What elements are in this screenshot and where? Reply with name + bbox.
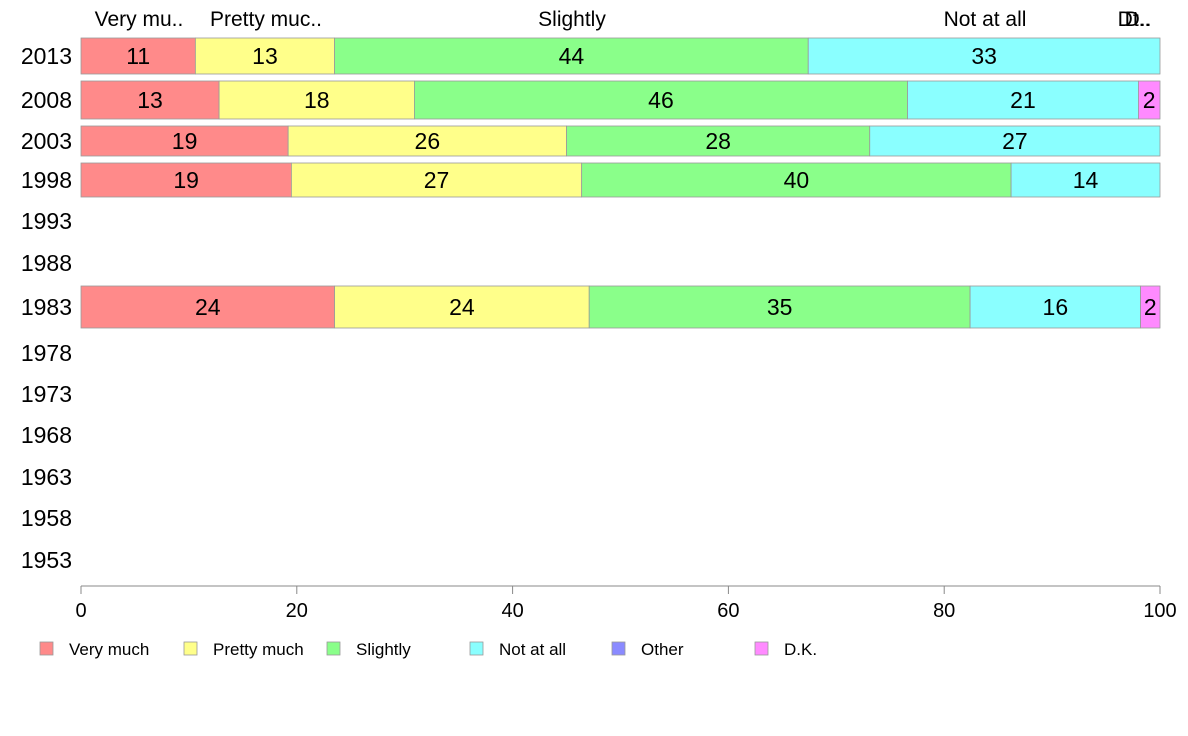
x-tick-label: 20 <box>286 600 308 622</box>
bar-value-label: 11 <box>126 43 150 69</box>
bar-1983-d-k- <box>1140 285 1161 329</box>
bar-value-label: 18 <box>304 87 330 113</box>
year-label-2013: 2013 <box>21 43 72 69</box>
bar-2003-slightly <box>566 125 871 157</box>
bar-value-label: 27 <box>424 167 450 193</box>
legend-label-0: Very much <box>69 640 149 659</box>
bar-value-label: 26 <box>415 128 441 154</box>
bar-value-label: 24 <box>449 294 475 320</box>
bar-value-label: 21 <box>1010 87 1036 113</box>
legend-swatch-5 <box>754 641 769 656</box>
year-label-1953: 1953 <box>21 547 72 573</box>
bar-value-label: 19 <box>173 167 199 193</box>
top-label-1: Pretty muc.. <box>210 8 322 31</box>
year-label-2008: 2008 <box>21 87 72 113</box>
top-label-5: D.. <box>1125 8 1152 31</box>
x-tick-label: 100 <box>1143 600 1176 622</box>
bar-value-label: 40 <box>784 167 810 193</box>
year-label-1958: 1958 <box>21 505 72 531</box>
top-category-labels: Very mu.. Pretty muc.. Slightly Not at all D… <box>95 8 1152 31</box>
year-label-1998: 1998 <box>21 167 72 193</box>
year-label-1968: 1968 <box>21 422 72 448</box>
bar-1998-not-at-all <box>1010 162 1161 198</box>
bar-value-label: 13 <box>252 43 278 69</box>
top-label-3: Not at all <box>944 8 1027 31</box>
x-tick-label: 60 <box>717 600 739 622</box>
bar-2008-slightly <box>414 80 908 120</box>
bar-value-label: 33 <box>971 43 997 69</box>
bar-value-label: 46 <box>648 87 674 113</box>
bar-value-label: 13 <box>137 87 163 113</box>
year-label-1988: 1988 <box>21 250 72 276</box>
bar-value-label: 2 <box>1144 294 1157 320</box>
bar-2003-pretty-much <box>287 125 567 157</box>
bar-1998-slightly <box>581 162 1012 198</box>
bar-2003-not-at-all <box>869 125 1161 157</box>
legend-swatch-4 <box>611 641 626 656</box>
year-label-1993: 1993 <box>21 208 72 234</box>
legend-label-3: Not at all <box>499 640 566 659</box>
legend-swatch-0 <box>39 641 54 656</box>
bar-1983-very-much <box>80 285 335 329</box>
bar-2003-very-much <box>80 125 289 157</box>
top-label-2: Slightly <box>538 8 606 31</box>
year-label-1978: 1978 <box>21 340 72 366</box>
bar-2013-pretty-much <box>194 37 335 75</box>
year-label-1963: 1963 <box>21 464 72 490</box>
bar-value-label: 16 <box>1043 294 1069 320</box>
bar-1983-pretty-much <box>334 285 590 329</box>
bar-value-label: 19 <box>172 128 198 154</box>
x-tick-label: 80 <box>933 600 955 622</box>
legend-label-2: Slightly <box>356 640 411 659</box>
year-axis-labels: 2013 2008 2003 1998 1993 1988 1983 1978 1973 1968… <box>21 43 72 573</box>
legend-swatch-1 <box>183 641 198 656</box>
bar-2008-pretty-much <box>218 80 415 120</box>
bar-1998-pretty-much <box>291 162 583 198</box>
bar-1983-slightly <box>588 285 971 329</box>
bar-value-label: 28 <box>705 128 731 154</box>
legend-label-5: D.K. <box>784 640 817 659</box>
x-axis: 0 20 40 60 80 100 <box>75 585 1177 622</box>
legend-label-1: Pretty much <box>213 640 304 659</box>
bars: 11 13 44 33 13 18 46 21 2 19 26 28 27 19 27 40 14 24 24 35 1… <box>80 37 1161 329</box>
year-label-1983: 1983 <box>21 294 72 320</box>
bar-value-label: 44 <box>559 43 585 69</box>
bar-value-label: 14 <box>1073 167 1099 193</box>
bar-1983-not-at-all <box>969 285 1141 329</box>
top-label-0: Very mu.. <box>95 8 184 31</box>
year-label-1973: 1973 <box>21 381 72 407</box>
legend-swatch-2 <box>326 641 341 656</box>
bar-2008-d-k- <box>1138 80 1161 120</box>
bar-2008-very-much <box>80 80 220 120</box>
legend-swatch-3 <box>469 641 484 656</box>
top-label-4: Dt.. <box>1118 8 1151 31</box>
bar-value-label: 27 <box>1002 128 1028 154</box>
bar-2013-not-at-all <box>807 37 1161 75</box>
legend: Very much Pretty much Slightly Not at all Ot… <box>39 640 817 659</box>
legend-label-4: Other <box>641 640 684 659</box>
bar-value-label: 35 <box>767 294 793 320</box>
bar-2008-not-at-all <box>907 80 1139 120</box>
bar-value-label: 24 <box>195 294 221 320</box>
bar-value-label: 2 <box>1143 87 1156 113</box>
x-tick-label: 40 <box>501 600 523 622</box>
year-label-2003: 2003 <box>21 128 72 154</box>
x-tick-label: 0 <box>75 600 86 622</box>
